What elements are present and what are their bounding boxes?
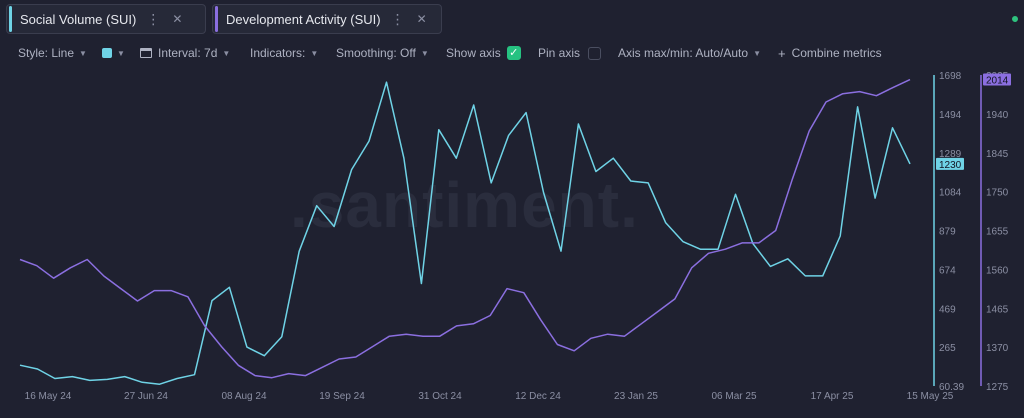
x-axis-tick-label: 23 Jan 25 [614,391,658,402]
chevron-down-icon: ▼ [117,48,125,58]
x-axis-tick-label: 12 Dec 24 [515,391,561,402]
x-axis-tick-label: 19 Sep 24 [319,391,365,402]
show-axis-toggle[interactable]: Show axis ✓ [446,46,538,60]
left-axis-tick-label: 879 [939,227,956,238]
right-current-value-label: 2014 [986,76,1009,87]
right-axis-tick-label: 1370 [986,343,1009,354]
left-axis-tick-label: 1698 [939,71,962,82]
pin-axis-label: Pin axis [538,46,581,60]
more-vertical-icon[interactable]: ⋮ [146,10,161,27]
series-line-1 [19,78,911,379]
indicators-dropdown[interactable]: Indicators: ▼ [250,46,336,60]
series-line-0 [19,81,911,385]
x-axis-tick-label: 15 May 25 [907,391,954,402]
chevron-down-icon: ▼ [310,48,319,58]
color-swatch [102,48,112,58]
left-axis-tick-label: 469 [939,304,956,315]
tab-social-volume[interactable]: Social Volume (SUI) ⋮ ✕ [6,4,206,34]
left-axis-tick-label: 1289 [939,149,962,160]
series-color-bar [215,6,218,32]
right-current-value-badge [983,73,1011,86]
right-axis-tick-label: 1560 [986,265,1009,276]
tab-label: Development Activity (SUI) [226,11,381,27]
style-dropdown[interactable]: Style: Line ▼ [18,46,102,60]
left-current-value-badge [936,157,964,170]
right-axis-tick-label: 1750 [986,188,1009,199]
right-axis-tick-label: 1845 [986,149,1009,160]
tab-development-activity[interactable]: Development Activity (SUI) ⋮ ✕ [212,4,442,34]
checkbox-checked-icon[interactable]: ✓ [506,46,521,60]
show-axis-label: Show axis [446,46,501,60]
pin-axis-toggle[interactable]: Pin axis [538,46,618,60]
x-axis-tick-label: 16 May 24 [25,391,72,402]
chevron-down-icon: ▼ [79,48,87,58]
checkbox-unchecked-icon[interactable] [588,46,602,60]
right-axis-tick-label: 1275 [986,382,1009,393]
series-color-bar [9,6,12,32]
interval-label: Interval: 7d [158,46,218,60]
interval-dropdown[interactable]: Interval: 7d ▼ [140,46,250,60]
x-axis-tick-label: 08 Aug 24 [221,391,266,402]
left-axis-tick-label: 1084 [939,188,962,199]
color-picker[interactable]: ▼ [102,48,140,58]
x-axis-tick-label: 31 Oct 24 [418,391,462,402]
left-axis-tick-label: 1494 [939,110,962,121]
more-vertical-icon[interactable]: ⋮ [390,10,405,27]
plus-icon: + [778,45,786,61]
chart-toolbar: Style: Line ▼ ▼ Interval: 7d ▼ Indicators:… [18,44,1014,62]
left-current-value-label: 1230 [939,160,962,171]
calendar-icon [140,48,152,58]
smoothing-dropdown[interactable]: Smoothing: Off ▼ [336,46,446,60]
chevron-down-icon: ▼ [420,48,429,58]
close-icon[interactable]: ✕ [172,12,183,26]
combine-metrics-button[interactable]: + Combine metrics [778,46,882,61]
x-axis-tick-label: 27 Jun 24 [124,391,168,402]
chevron-down-icon: ▼ [753,48,761,58]
indicators-label: Indicators: [250,46,306,60]
right-axis-tick-label: 1655 [986,227,1009,238]
x-axis-tick-label: 06 Mar 25 [711,391,756,402]
right-axis-tick-label: 1940 [986,110,1009,121]
left-axis-tick-label: 60.39 [939,382,964,393]
x-axis-tick-label: 17 Apr 25 [811,391,854,402]
status-indicator [1012,16,1018,22]
combine-metrics-label: Combine metrics [791,46,882,60]
close-icon[interactable]: ✕ [416,12,427,26]
tab-label: Social Volume (SUI) [20,11,137,27]
smoothing-label: Smoothing: Off [336,46,416,60]
style-label: Style: Line [18,46,75,60]
right-axis-tick-label: 1465 [986,304,1009,315]
axis-maxmin-dropdown[interactable]: Axis max/min: Auto/Auto ▼ [618,46,778,60]
left-axis-tick-label: 265 [939,343,956,354]
axis-maxmin-label: Axis max/min: Auto/Auto [618,46,749,60]
chevron-down-icon: ▼ [222,48,231,58]
left-axis-tick-label: 674 [939,265,956,276]
